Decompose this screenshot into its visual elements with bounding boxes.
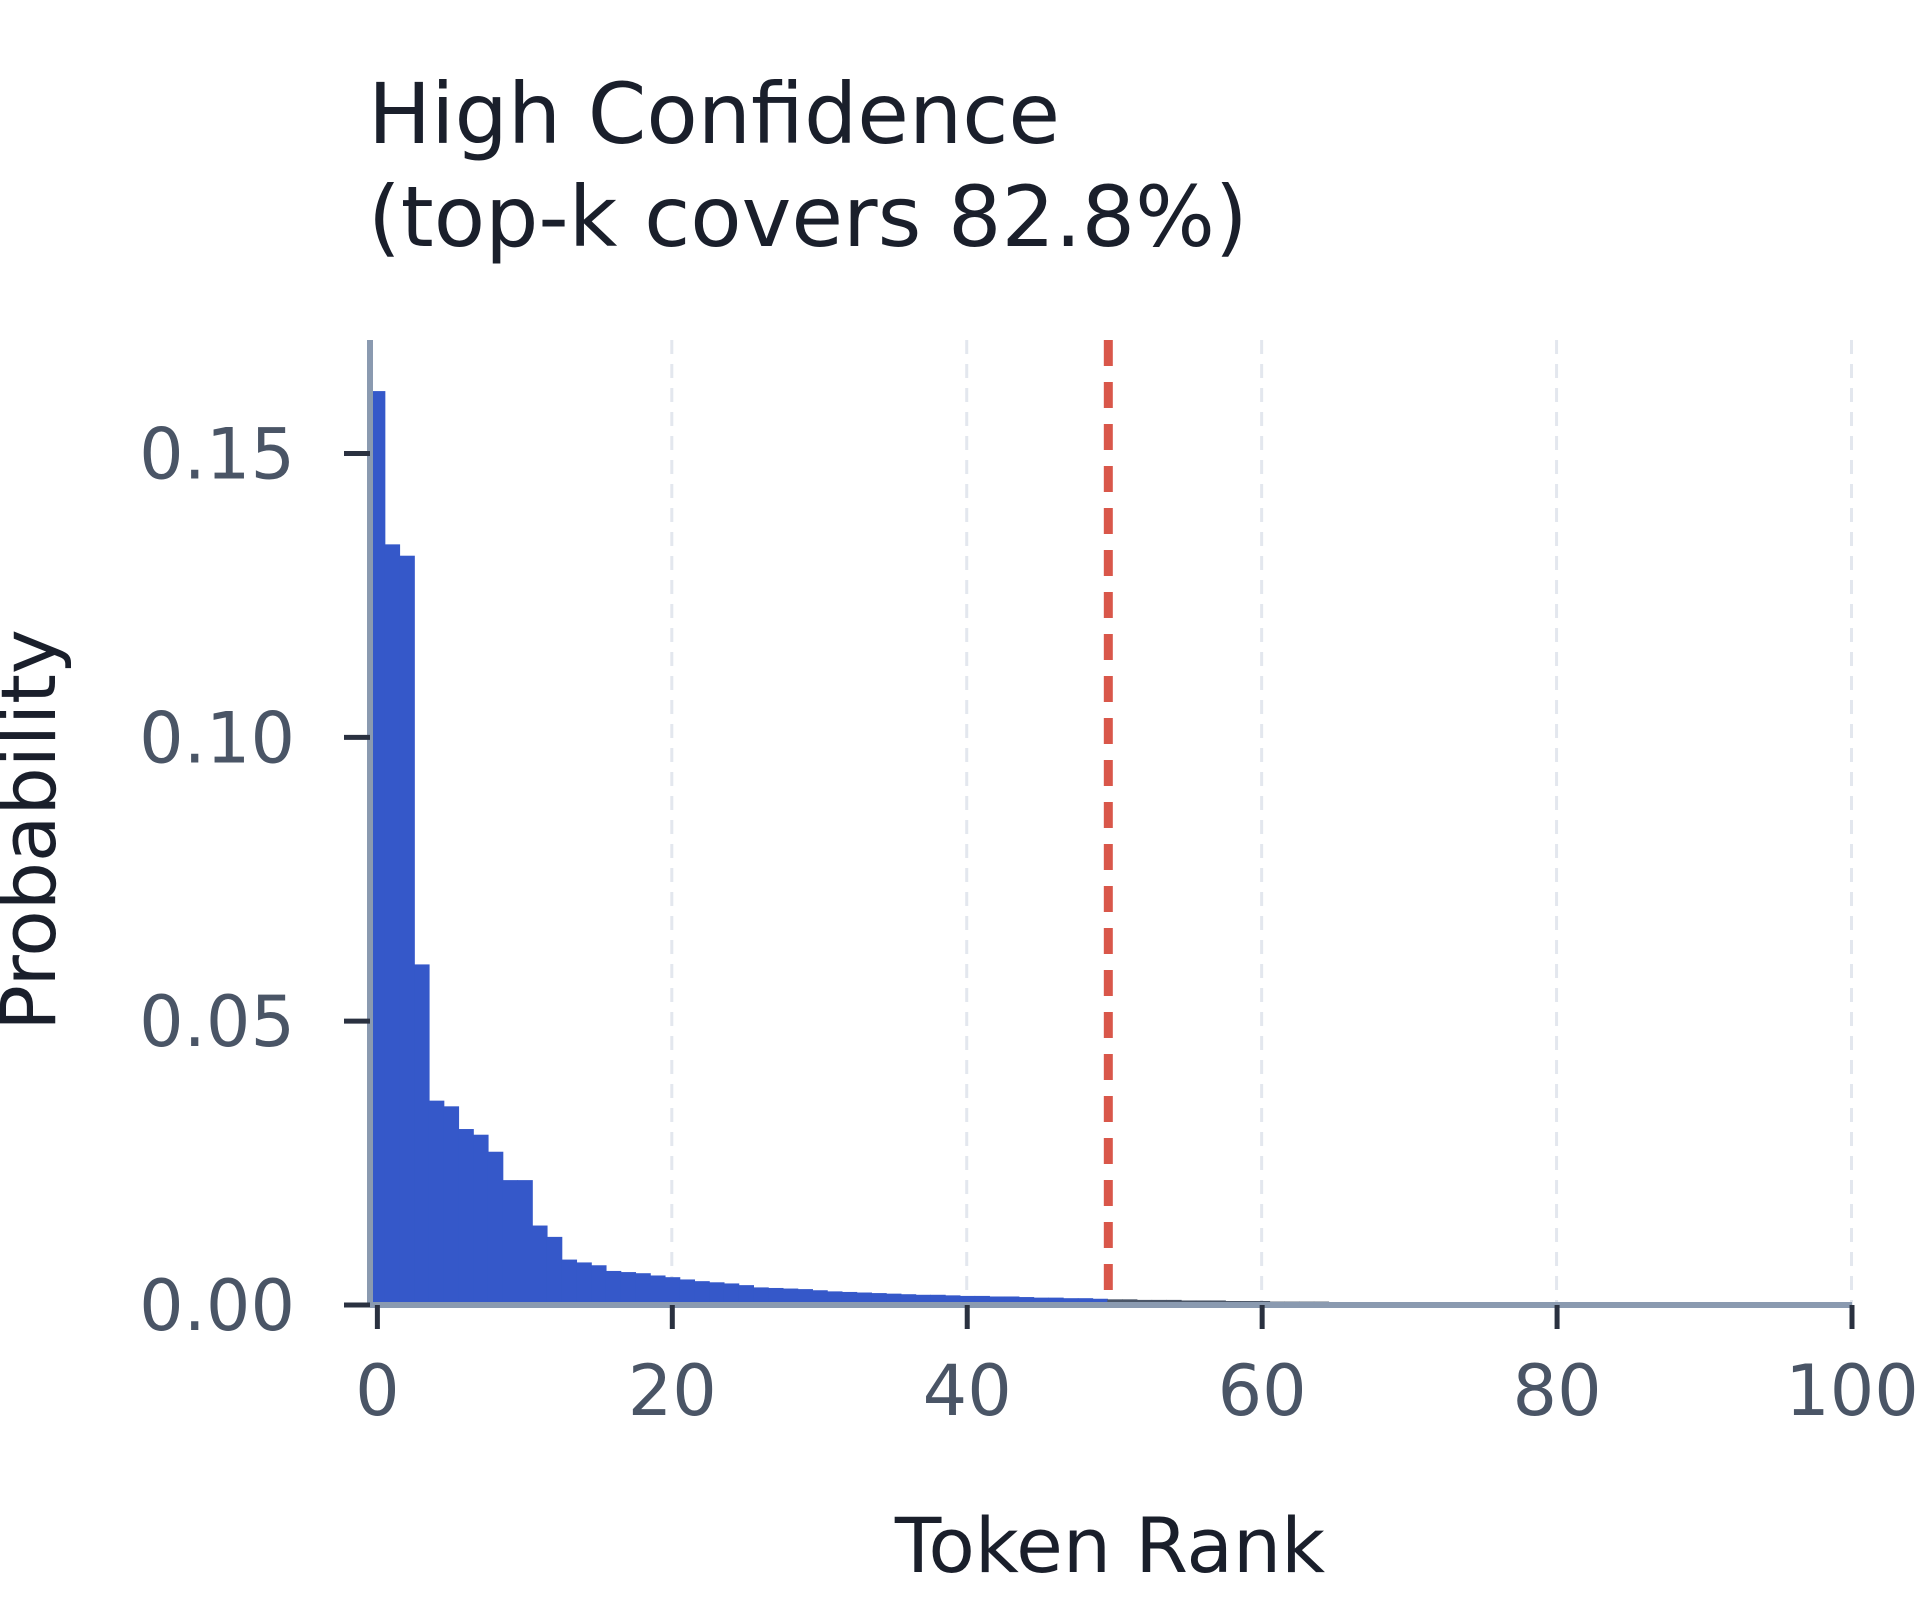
bar-rank-32 xyxy=(841,1291,858,1305)
bar-rank-20 xyxy=(664,1277,681,1305)
x-tick-label-40: 40 xyxy=(923,1350,1012,1432)
x-tick-label-80: 80 xyxy=(1513,1350,1602,1432)
bar-rank-24 xyxy=(723,1283,740,1305)
bar-rank-28 xyxy=(782,1288,799,1305)
bar-rank-27 xyxy=(768,1287,784,1305)
x-tick-label-60: 60 xyxy=(1218,1350,1307,1432)
bar-rank-47 xyxy=(1063,1298,1079,1305)
tick-labels: 0 20 40 60 80 100 0.00 0.05 0.10 0.15 xyxy=(139,414,1919,1432)
bar-rank-2 xyxy=(399,555,415,1305)
bar-rank-46 xyxy=(1048,1297,1064,1305)
bar-rank-14 xyxy=(576,1262,592,1305)
histogram-bars xyxy=(370,391,1846,1305)
bar-rank-11 xyxy=(532,1225,548,1305)
bar-rank-3 xyxy=(414,964,430,1305)
bar-rank-40 xyxy=(959,1295,976,1305)
bar-rank-16 xyxy=(605,1270,622,1305)
bar-rank-4 xyxy=(428,1100,445,1305)
bar-rank-23 xyxy=(709,1282,725,1305)
bar-rank-33 xyxy=(856,1292,872,1305)
bar-rank-25 xyxy=(738,1285,755,1305)
x-gridlines xyxy=(670,340,1853,1305)
bar-rank-8 xyxy=(487,1151,504,1305)
bar-rank-29 xyxy=(797,1289,813,1305)
y-tick-label-0: 0.00 xyxy=(139,1265,295,1347)
bar-rank-31 xyxy=(827,1291,843,1305)
bar-rank-0 xyxy=(370,391,386,1305)
chart-title-line-1: High Confidence xyxy=(368,65,1060,163)
y-tick-label-3: 0.15 xyxy=(139,414,295,496)
bar-rank-22 xyxy=(694,1281,710,1305)
bar-rank-17 xyxy=(620,1272,637,1305)
x-tick-label-20: 20 xyxy=(628,1350,717,1432)
y-axis-label: Probability xyxy=(0,629,73,1031)
bar-rank-30 xyxy=(812,1290,828,1305)
bar-rank-1 xyxy=(384,544,401,1305)
bar-rank-19 xyxy=(650,1275,666,1305)
bar-rank-15 xyxy=(591,1265,607,1305)
bar-rank-35 xyxy=(886,1293,902,1305)
bar-rank-41 xyxy=(974,1295,990,1305)
bar-rank-26 xyxy=(753,1287,769,1305)
bar-rank-34 xyxy=(871,1293,887,1305)
x-tick-label-0: 0 xyxy=(355,1350,400,1432)
bar-rank-42 xyxy=(989,1296,1005,1305)
x-tick-label-100: 100 xyxy=(1785,1350,1919,1432)
y-tick-label-1: 0.05 xyxy=(139,981,295,1063)
bar-rank-6 xyxy=(458,1129,474,1305)
bar-rank-18 xyxy=(635,1273,651,1305)
bar-rank-37 xyxy=(915,1294,931,1305)
chart-title-line-2: (top-k covers 82.8%) xyxy=(368,168,1248,266)
bar-rank-10 xyxy=(517,1180,533,1305)
bar-rank-38 xyxy=(930,1294,946,1305)
bar-rank-12 xyxy=(546,1236,563,1305)
axes xyxy=(344,340,1855,1329)
bar-rank-21 xyxy=(679,1279,696,1305)
x-axis-label: Token Rank xyxy=(894,1501,1325,1590)
bar-rank-43 xyxy=(1004,1296,1020,1305)
bar-rank-13 xyxy=(561,1259,578,1305)
bar-rank-39 xyxy=(945,1295,961,1305)
bar-rank-9 xyxy=(502,1180,519,1305)
bar-rank-44 xyxy=(1018,1297,1035,1305)
bar-rank-45 xyxy=(1033,1297,1049,1305)
y-tick-label-2: 0.10 xyxy=(139,697,295,779)
bar-rank-36 xyxy=(900,1294,917,1305)
bar-rank-49 xyxy=(1092,1298,1108,1305)
bar-rank-5 xyxy=(443,1106,460,1305)
bar-rank-7 xyxy=(473,1134,489,1305)
bar-rank-48 xyxy=(1077,1298,1094,1305)
